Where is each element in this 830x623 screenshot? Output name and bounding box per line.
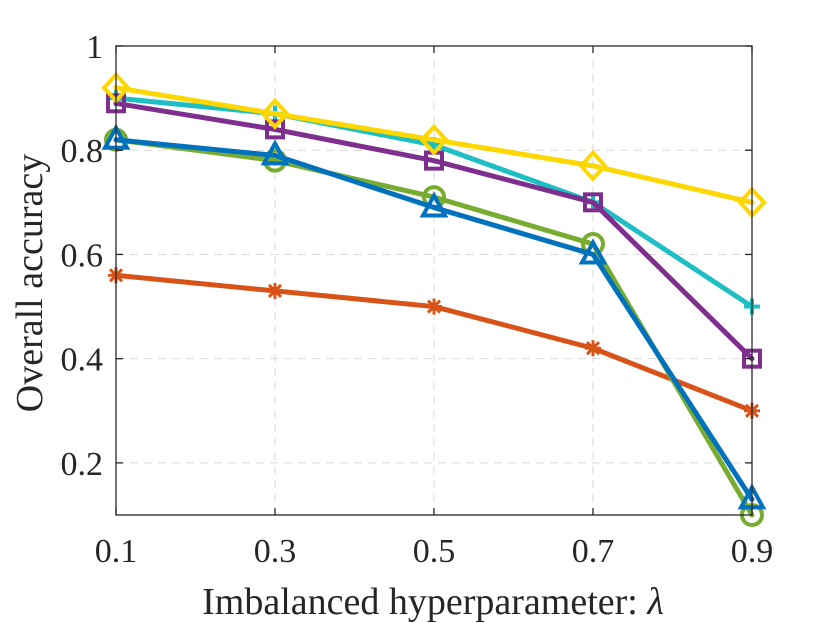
x-tick-label: 0.1 [95,533,138,570]
tick-labels: 0.1 0.3 0.5 0.7 0.9 0.2 0.4 0.6 0.8 1 [61,29,774,570]
x-tick-label: 0.7 [572,533,615,570]
asterisk-marker [585,340,601,357]
y-tick-label: 0.4 [61,342,104,379]
axes-frame [115,45,753,516]
series-yellow-line [113,85,755,205]
x-tick-label: 0.3 [254,533,297,570]
y-tick-label: 0.8 [61,133,104,170]
asterisk-marker [267,282,283,299]
y-axis-title: Overall accuracy [9,154,51,412]
square-marker [265,119,285,140]
series-blue [101,123,767,510]
series-orange [108,267,760,419]
series-purple-line [113,100,755,362]
square-marker [583,192,603,213]
y-tick-label: 0.6 [61,237,104,274]
asterisk-marker [426,298,442,315]
x-tick-label: 0.5 [413,533,456,570]
series-purple [106,93,762,369]
diamond-marker [419,123,449,156]
series-blue-line [113,137,755,502]
y-tick-label: 1 [86,29,103,66]
x-tick-label: 0.9 [731,533,774,570]
triangle-marker [578,238,608,265]
diamond-marker [578,149,608,182]
triangle-marker [260,139,290,166]
diamond-marker [260,97,290,130]
grid [116,46,752,515]
x-axis-title: Imbalanced hyperparameter: λ [202,581,664,623]
triangle-marker [419,191,449,218]
y-tick-label: 0.2 [61,446,104,483]
